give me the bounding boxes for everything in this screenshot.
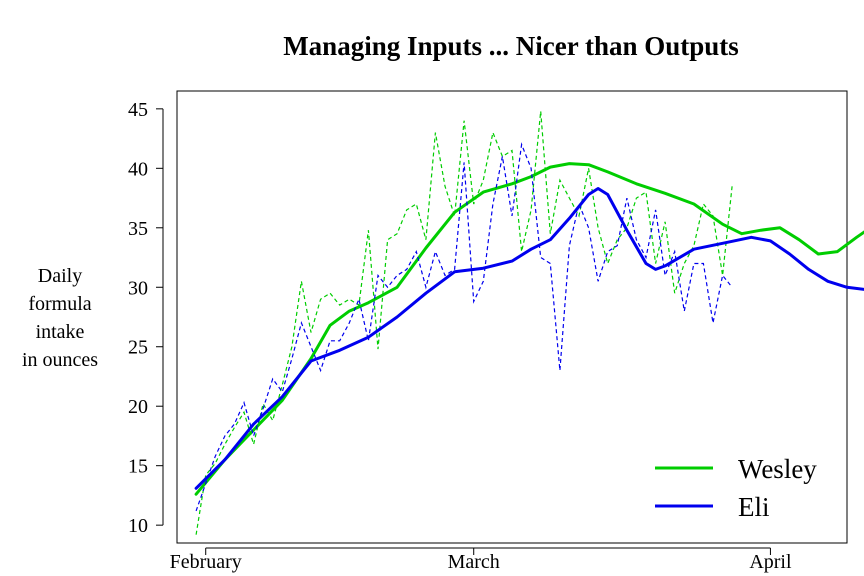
series-layer bbox=[194, 111, 864, 535]
y-axis-label-line-1: Daily bbox=[38, 265, 82, 287]
y-tick-label-30: 30 bbox=[128, 277, 148, 299]
x-tick-label-april: April bbox=[749, 551, 792, 573]
series-wesley-smooth-line bbox=[194, 162, 864, 496]
x-tick-label-february: February bbox=[170, 551, 242, 573]
legend: Wesley Eli bbox=[655, 454, 817, 522]
y-tick-label-35: 35 bbox=[128, 218, 148, 240]
y-tick-label-45: 45 bbox=[128, 99, 148, 121]
plot-frame bbox=[176, 90, 848, 544]
chart-title: Managing Inputs ... Nicer than Outputs bbox=[283, 31, 739, 61]
y-axis-label-line-4: in ounces bbox=[22, 349, 98, 371]
legend-label-wesley: Wesley bbox=[738, 454, 817, 484]
y-axis-label: Daily formula intake in ounces bbox=[22, 265, 98, 371]
y-axis: 10 15 20 25 30 35 40 45 bbox=[128, 99, 164, 537]
x-tick-label-march: March bbox=[448, 551, 500, 573]
y-tick-label-40: 40 bbox=[128, 158, 148, 180]
y-axis-label-line-2: formula bbox=[28, 293, 91, 315]
series-eli-daily-line bbox=[195, 142, 733, 512]
legend-label-eli: Eli bbox=[738, 492, 770, 522]
series-eli-smooth-line bbox=[194, 187, 864, 490]
y-tick-label-10: 10 bbox=[128, 515, 148, 537]
y-tick-label-15: 15 bbox=[128, 456, 148, 478]
y-axis-label-line-3: intake bbox=[36, 321, 85, 343]
y-tick-label-20: 20 bbox=[128, 396, 148, 418]
x-axis: February March April bbox=[170, 547, 792, 573]
series-wesley-daily-line bbox=[195, 111, 733, 535]
y-tick-label-25: 25 bbox=[128, 337, 148, 359]
